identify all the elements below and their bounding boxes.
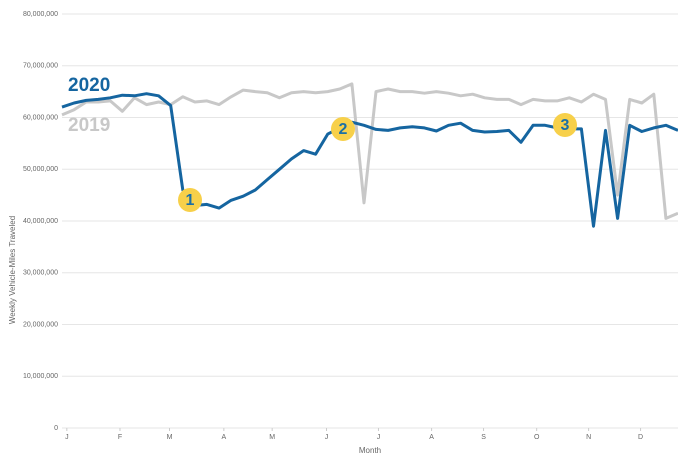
series-label: 2019 [68,115,110,136]
annotation-badge [178,188,202,212]
series-line [61,82,678,220]
x-tick-label: M [167,434,173,441]
y-tick-label: 40,000,000 [23,218,58,225]
annotation: 3 [553,113,577,137]
annotation-badge [331,117,355,141]
y-tick-label: 50,000,000 [23,166,58,173]
x-axis-title: Month [359,446,381,455]
x-tick-label: A [429,434,434,441]
y-tick-label: 70,000,000 [23,63,58,70]
series-label: 2020 [68,75,110,96]
y-tick-label: 0 [54,425,58,432]
annotation: 2 [331,117,355,141]
y-tick-label: 60,000,000 [23,114,58,121]
y-tick-label: 30,000,000 [23,270,58,277]
annotation-text: 1 [186,192,195,209]
y-tick-label: 10,000,000 [23,373,58,380]
x-tick-label: S [481,434,486,441]
annotation-text: 2 [339,121,348,138]
annotation-text: 3 [561,117,570,134]
x-tick-label: J [377,434,381,441]
y-tick-label: 80,000,000 [23,11,58,18]
x-tick-label: J [65,434,69,441]
annotation-badge [553,113,577,137]
x-tick-label: F [118,434,122,441]
x-tick-label: N [586,434,591,441]
y-axis-title: Weekly Vehicle-Miles Traveled [8,216,17,324]
x-tick-label: D [638,434,643,441]
annotation: 1 [178,188,202,212]
x-tick-label: O [534,434,540,441]
x-tick-label: A [222,434,227,441]
x-tick-label: M [269,434,275,441]
y-tick-label: 20,000,000 [23,321,58,328]
x-tick-label: J [325,434,329,441]
